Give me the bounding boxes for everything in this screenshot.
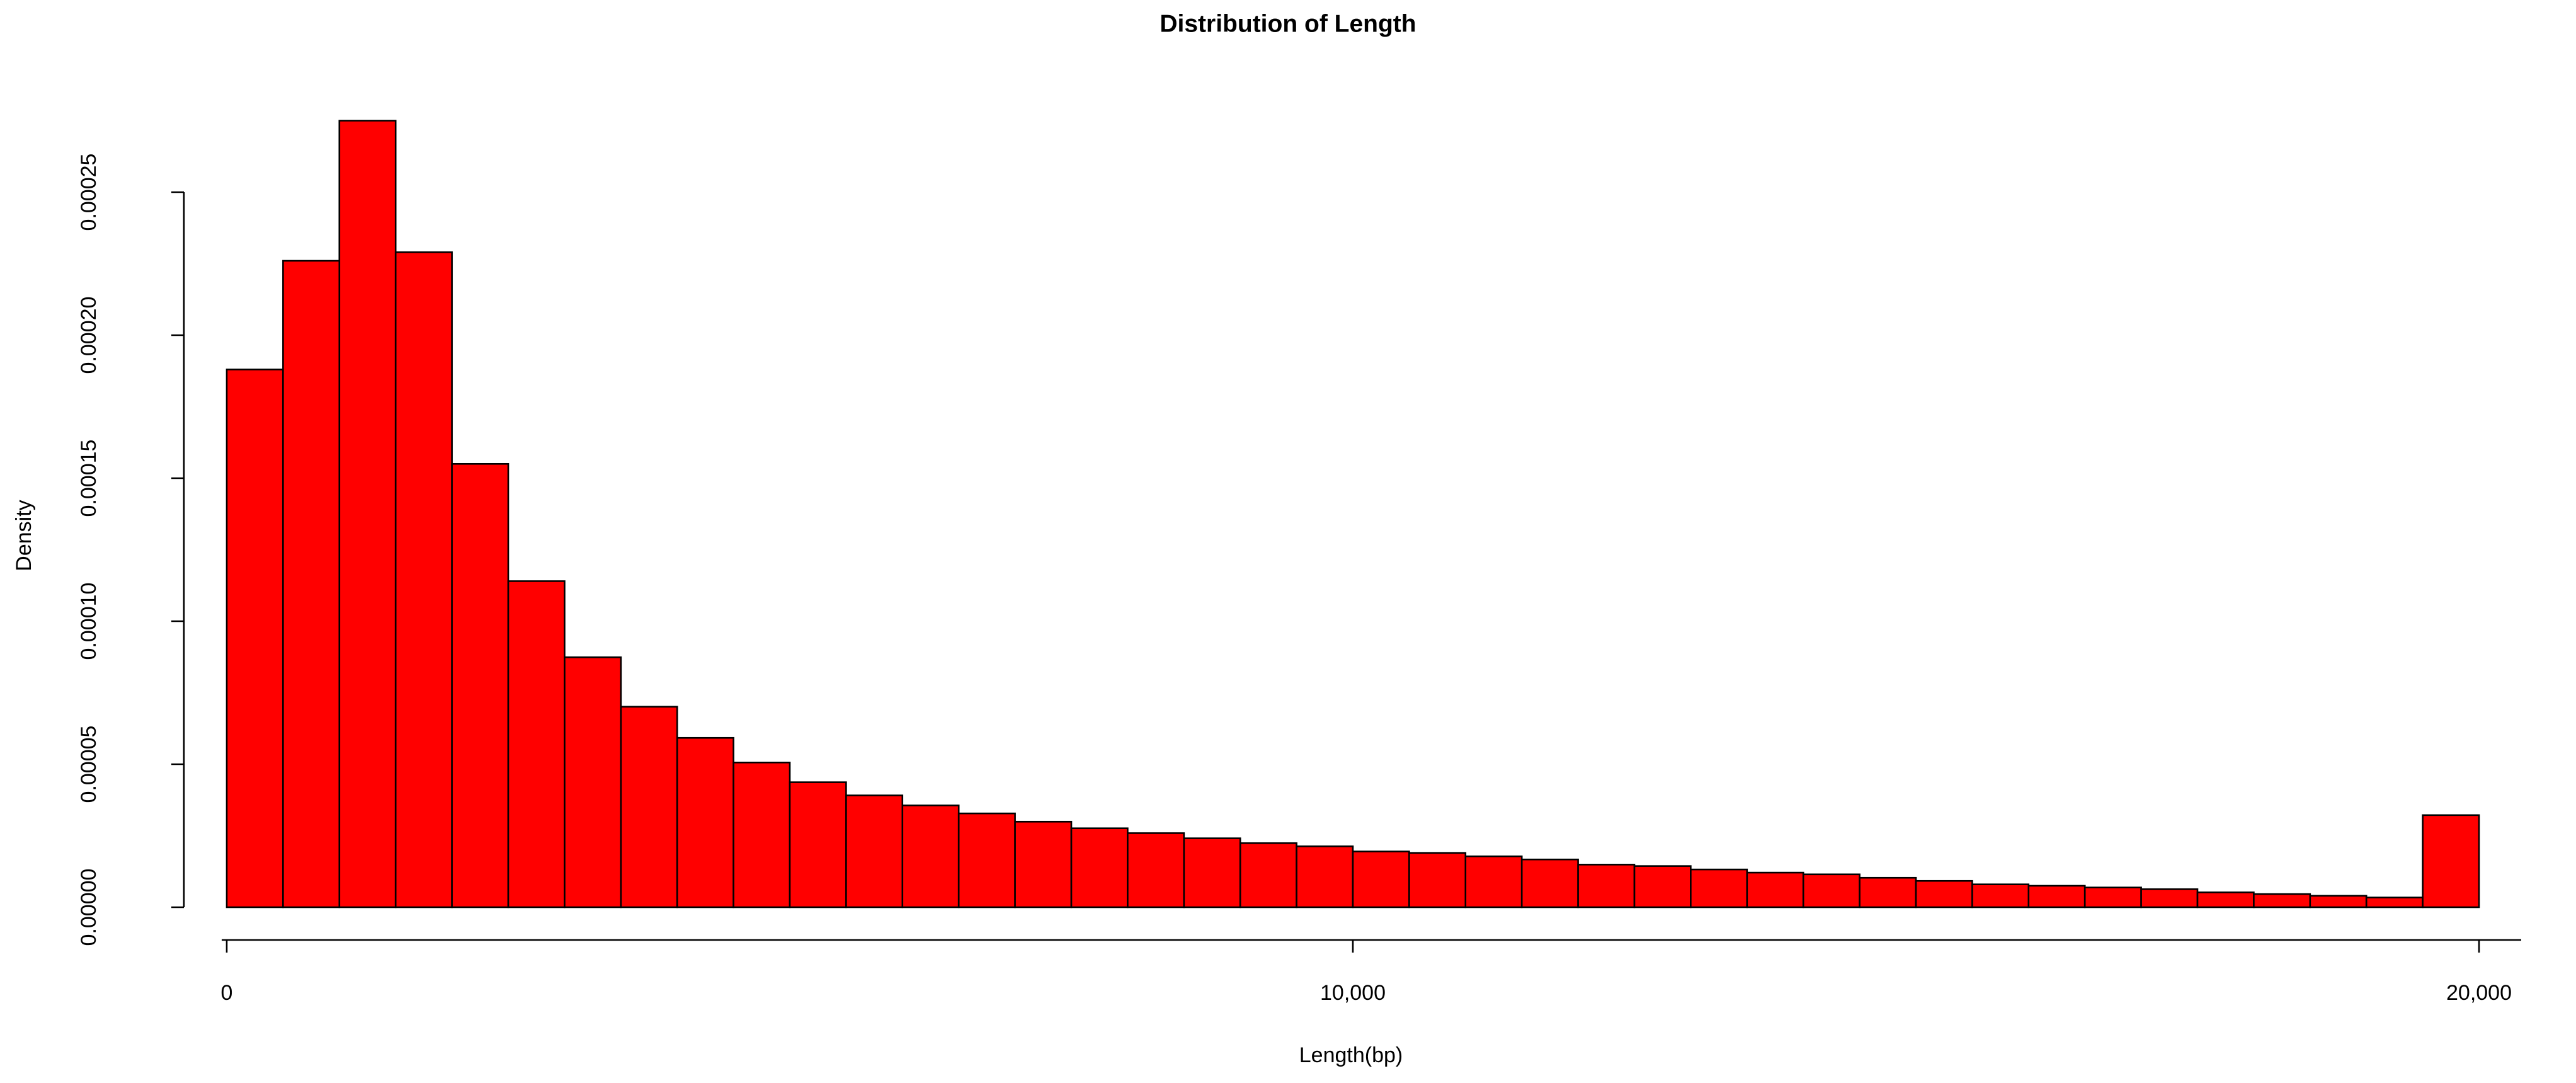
bar <box>1296 845 1354 908</box>
y-tick-label: 0.00005 <box>77 726 101 803</box>
bar <box>845 794 904 908</box>
bar <box>1127 832 1185 908</box>
bar <box>282 260 341 908</box>
bar <box>1239 842 1297 908</box>
x-tick-label: 20,000 <box>2446 981 2512 1005</box>
bar <box>1464 855 1523 908</box>
y-tick-label: 0.00000 <box>77 869 101 946</box>
y-axis-label: Density <box>12 500 36 571</box>
bar <box>957 812 1016 908</box>
x-tick-label: 0 <box>221 981 233 1005</box>
bar <box>1915 880 1973 908</box>
bar <box>620 706 678 908</box>
bar <box>1070 827 1129 908</box>
bar <box>394 251 453 908</box>
x-axis-label: Length(bp) <box>1299 1043 1403 1067</box>
bar <box>1802 873 1861 908</box>
bar <box>338 120 397 908</box>
y-tick-label: 0.00010 <box>77 583 101 660</box>
y-tick-label: 0.00020 <box>77 297 101 374</box>
bar <box>1352 851 1410 908</box>
bar <box>2083 886 2142 908</box>
bar <box>1183 837 1241 908</box>
bar <box>2027 885 2086 908</box>
bar <box>1520 858 1579 908</box>
bar <box>1577 864 1636 908</box>
y-tick-label: 0.00025 <box>77 154 101 231</box>
bar <box>2309 895 2368 908</box>
bar <box>1746 871 1804 908</box>
bar <box>1408 852 1467 908</box>
bar <box>1690 868 1748 908</box>
bar <box>507 580 566 908</box>
x-tick-label: 10,000 <box>1320 981 1386 1005</box>
bar <box>2253 893 2311 908</box>
bar <box>1633 865 1692 908</box>
bar <box>451 462 510 908</box>
bar <box>1971 883 2030 908</box>
chart-title: Distribution of Length <box>1160 10 1416 37</box>
bar <box>1014 820 1073 908</box>
bar <box>225 369 284 908</box>
y-tick-label: 0.00015 <box>77 440 101 517</box>
bar <box>789 781 847 908</box>
bar <box>901 805 960 908</box>
bar <box>564 656 622 908</box>
bar <box>2365 897 2424 908</box>
bar <box>676 736 734 908</box>
bar <box>2422 814 2480 908</box>
bar <box>2196 891 2255 908</box>
bar <box>1859 876 1917 908</box>
bar <box>2140 888 2199 908</box>
bar <box>732 761 791 908</box>
